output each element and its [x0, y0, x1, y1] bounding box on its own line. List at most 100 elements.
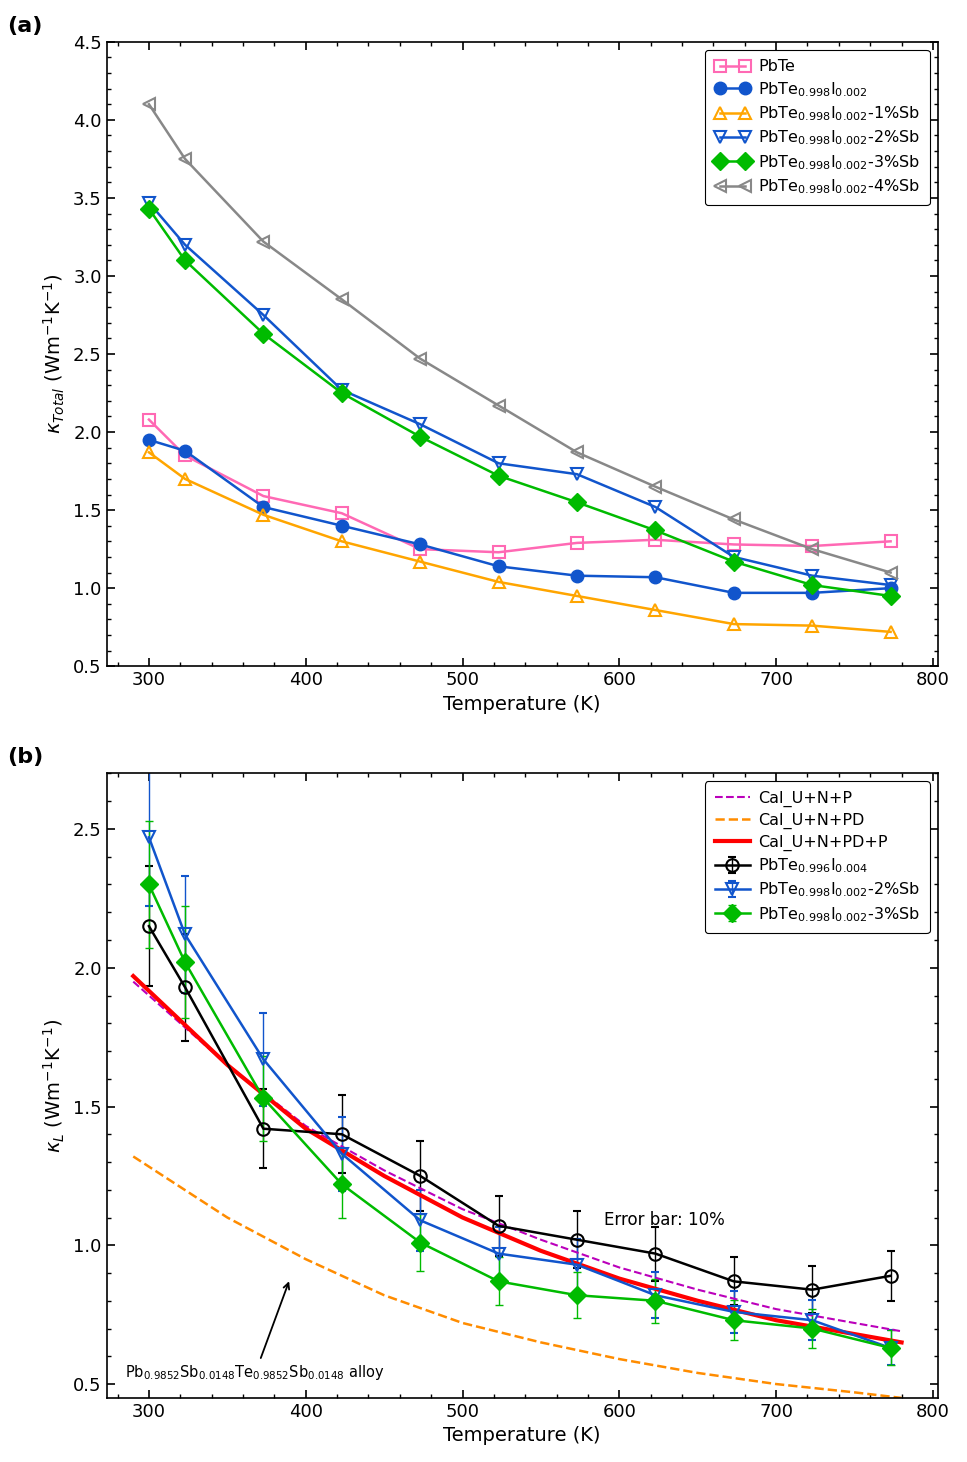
Line: PbTe$_{0.998}$I$_{0.002}$-3%Sb: PbTe$_{0.998}$I$_{0.002}$-3%Sb: [143, 203, 896, 602]
PbTe$_{0.998}$I$_{0.002}$-1%Sb: [415, 553, 426, 570]
PbTe: [179, 447, 190, 465]
PbTe$_{0.998}$I$_{0.002}$-2%Sb: [493, 455, 505, 472]
Cal_U+N+PD: [300, 1250, 311, 1268]
X-axis label: Temperature (K): Temperature (K): [443, 1427, 601, 1446]
PbTe$_{0.998}$I$_{0.002}$-3%Sb: [257, 325, 269, 342]
PbTe$_{0.998}$I$_{0.002}$-2%Sb: [143, 194, 155, 212]
PbTe$_{0.998}$I$_{0.002}$-4%Sb: [336, 291, 347, 308]
PbTe$_{0.998}$I$_{0.002}$-3%Sb: [336, 385, 347, 402]
Cal_U+N+PD: [692, 1364, 704, 1382]
Cal_U+N+PD+P: [221, 1056, 233, 1073]
Cal_U+N+PD: [456, 1314, 468, 1332]
PbTe$_{0.998}$I$_{0.002}$-1%Sb: [806, 617, 818, 635]
Cal_U+N+PD: [895, 1389, 907, 1406]
Cal_U+N+P: [535, 1231, 546, 1249]
Cal_U+N+PD: [535, 1333, 546, 1351]
Cal_U+N+P: [771, 1300, 782, 1317]
Cal_U+N+P: [895, 1323, 907, 1341]
PbTe$_{0.998}$I$_{0.002}$: [257, 499, 269, 516]
PbTe$_{0.998}$I$_{0.002}$: [415, 535, 426, 553]
Line: PbTe$_{0.998}$I$_{0.002}$-1%Sb: PbTe$_{0.998}$I$_{0.002}$-1%Sb: [143, 446, 896, 637]
Cal_U+N+P: [221, 1056, 233, 1073]
PbTe$_{0.998}$I$_{0.002}$-1%Sb: [143, 443, 155, 461]
PbTe$_{0.998}$I$_{0.002}$-4%Sb: [257, 232, 269, 250]
Cal_U+N+P: [849, 1314, 861, 1332]
Legend: Cal_U+N+P, Cal_U+N+PD, Cal_U+N+PD+P, PbTe$_{0.996}$I$_{0.004}$, PbTe$_{0.998}$I$: Cal_U+N+P, Cal_U+N+PD, Cal_U+N+PD+P, PbT…: [705, 782, 929, 933]
Cal_U+N+P: [300, 1117, 311, 1135]
PbTe$_{0.998}$I$_{0.002}$-4%Sb: [493, 396, 505, 414]
PbTe$_{0.998}$I$_{0.002}$-2%Sb: [885, 576, 896, 594]
PbTe$_{0.998}$I$_{0.002}$: [493, 557, 505, 575]
Cal_U+N+P: [692, 1281, 704, 1298]
Y-axis label: $\kappa_{Total}$ (Wm$^{-1}$K$^{-1}$): $\kappa_{Total}$ (Wm$^{-1}$K$^{-1}$): [43, 273, 68, 434]
PbTe$_{0.998}$I$_{0.002}$-2%Sb: [728, 548, 740, 566]
Cal_U+N+PD+P: [300, 1120, 311, 1137]
PbTe$_{0.998}$I$_{0.002}$-1%Sb: [257, 506, 269, 523]
Cal_U+N+P: [613, 1259, 625, 1276]
PbTe$_{0.998}$I$_{0.002}$-1%Sb: [493, 573, 505, 591]
PbTe$_{0.998}$I$_{0.002}$-3%Sb: [143, 200, 155, 218]
PbTe$_{0.998}$I$_{0.002}$-1%Sb: [650, 601, 661, 618]
Cal_U+N+PD+P: [378, 1167, 390, 1184]
PbTe$_{0.998}$I$_{0.002}$-1%Sb: [728, 616, 740, 633]
Line: Cal_U+N+P: Cal_U+N+P: [133, 981, 901, 1332]
PbTe$_{0.998}$I$_{0.002}$-1%Sb: [885, 623, 896, 640]
PbTe$_{0.998}$I$_{0.002}$-4%Sb: [728, 510, 740, 528]
PbTe: [650, 531, 661, 548]
PbTe$_{0.998}$I$_{0.002}$: [143, 431, 155, 449]
PbTe$_{0.998}$I$_{0.002}$-4%Sb: [415, 349, 426, 367]
PbTe: [728, 535, 740, 553]
PbTe$_{0.998}$I$_{0.002}$-4%Sb: [806, 541, 818, 558]
PbTe$_{0.998}$I$_{0.002}$: [885, 579, 896, 596]
PbTe: [143, 411, 155, 428]
Cal_U+N+PD+P: [128, 968, 139, 985]
PbTe$_{0.998}$I$_{0.002}$-2%Sb: [179, 235, 190, 253]
Cal_U+N+PD+P: [692, 1292, 704, 1310]
PbTe$_{0.998}$I$_{0.002}$-2%Sb: [257, 306, 269, 323]
PbTe$_{0.998}$I$_{0.002}$-1%Sb: [571, 588, 583, 605]
Line: Cal_U+N+PD+P: Cal_U+N+PD+P: [133, 977, 901, 1342]
PbTe$_{0.998}$I$_{0.002}$-4%Sb: [179, 151, 190, 168]
PbTe$_{0.998}$I$_{0.002}$: [728, 585, 740, 602]
Cal_U+N+PD+P: [535, 1243, 546, 1260]
Cal_U+N+PD: [221, 1209, 233, 1227]
PbTe$_{0.998}$I$_{0.002}$-4%Sb: [885, 564, 896, 582]
Line: PbTe$_{0.998}$I$_{0.002}$: PbTe$_{0.998}$I$_{0.002}$: [143, 434, 896, 599]
PbTe$_{0.998}$I$_{0.002}$-4%Sb: [650, 478, 661, 496]
PbTe$_{0.998}$I$_{0.002}$-3%Sb: [650, 522, 661, 539]
PbTe$_{0.998}$I$_{0.002}$: [336, 518, 347, 535]
Text: Error bar: 10%: Error bar: 10%: [603, 1212, 724, 1230]
Y-axis label: $\kappa_L$ (Wm$^{-1}$K$^{-1}$): $\kappa_L$ (Wm$^{-1}$K$^{-1}$): [43, 1019, 68, 1154]
Cal_U+N+P: [456, 1200, 468, 1218]
PbTe$_{0.998}$I$_{0.002}$-3%Sb: [179, 251, 190, 269]
Cal_U+N+PD: [613, 1351, 625, 1368]
PbTe$_{0.998}$I$_{0.002}$-2%Sb: [806, 567, 818, 585]
PbTe: [806, 537, 818, 554]
Text: (b): (b): [7, 747, 44, 768]
Cal_U+N+PD: [771, 1376, 782, 1393]
Text: (a): (a): [7, 16, 43, 35]
Line: PbTe$_{0.998}$I$_{0.002}$-4%Sb: PbTe$_{0.998}$I$_{0.002}$-4%Sb: [143, 98, 896, 579]
Cal_U+N+PD+P: [849, 1326, 861, 1344]
Cal_U+N+PD: [378, 1287, 390, 1304]
PbTe$_{0.998}$I$_{0.002}$: [179, 442, 190, 459]
Cal_U+N+PD+P: [456, 1209, 468, 1227]
Line: Cal_U+N+PD: Cal_U+N+PD: [133, 1156, 901, 1398]
PbTe$_{0.998}$I$_{0.002}$: [806, 585, 818, 602]
PbTe: [493, 544, 505, 561]
PbTe$_{0.998}$I$_{0.002}$-2%Sb: [650, 499, 661, 516]
Cal_U+N+P: [378, 1162, 390, 1180]
PbTe$_{0.998}$I$_{0.002}$-3%Sb: [493, 466, 505, 484]
Cal_U+N+PD+P: [771, 1311, 782, 1329]
PbTe: [257, 487, 269, 504]
X-axis label: Temperature (K): Temperature (K): [443, 694, 601, 713]
PbTe$_{0.998}$I$_{0.002}$: [571, 567, 583, 585]
PbTe: [415, 541, 426, 558]
PbTe: [336, 504, 347, 522]
PbTe$_{0.998}$I$_{0.002}$-1%Sb: [336, 532, 347, 550]
PbTe$_{0.998}$I$_{0.002}$-1%Sb: [179, 471, 190, 488]
Text: Pb$_{0.9852}$Sb$_{0.0148}$Te$_{0.9852}$Sb$_{0.0148}$ alloy: Pb$_{0.9852}$Sb$_{0.0148}$Te$_{0.9852}$S…: [126, 1284, 385, 1383]
PbTe$_{0.998}$I$_{0.002}$-3%Sb: [728, 553, 740, 570]
Cal_U+N+PD+P: [613, 1270, 625, 1288]
PbTe$_{0.998}$I$_{0.002}$-3%Sb: [806, 576, 818, 594]
